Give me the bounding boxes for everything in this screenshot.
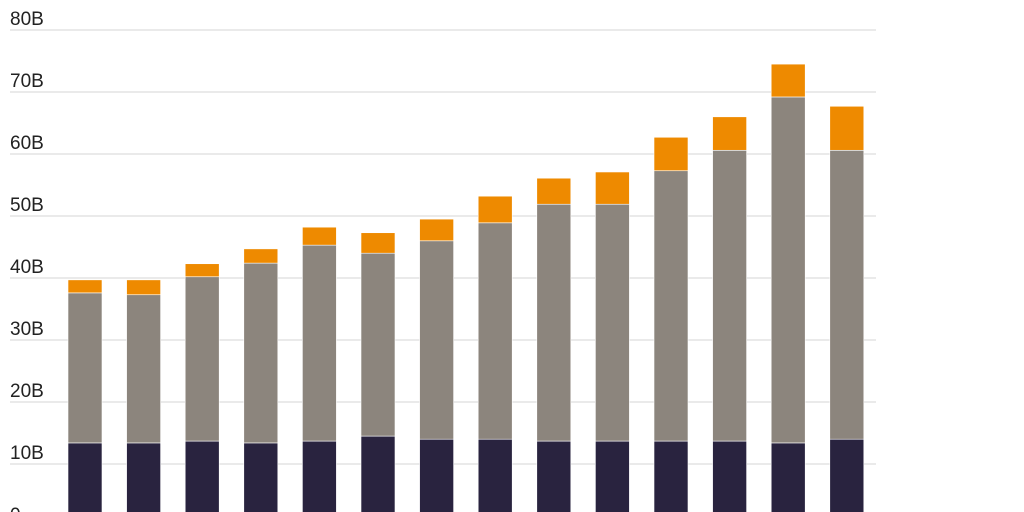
bar-segment-1 (67, 442, 103, 512)
bar-segment-2 (653, 170, 689, 442)
bar-segment-2 (67, 292, 103, 444)
bar-segment-2 (536, 203, 572, 442)
bar-segment-1 (477, 438, 513, 512)
bar-segment-1 (302, 440, 337, 512)
bar-segment-3 (67, 279, 103, 294)
bar-segment-1 (536, 440, 572, 512)
bar-segment-2 (477, 222, 513, 440)
y-tick-label: 20B (10, 381, 44, 402)
y-tick-label: 60B (10, 133, 44, 154)
bar-segment-3 (302, 226, 337, 246)
y-tick-label: 10B (10, 443, 44, 464)
bar-segment-1 (243, 442, 279, 512)
bar-segment-3 (829, 105, 865, 151)
bar-segment-2 (243, 262, 279, 444)
y-tick-label: 30B (10, 319, 44, 340)
y-tick-label: 80B (10, 9, 44, 30)
bar-segment-1 (126, 442, 161, 512)
y-tick-label: 0 (10, 505, 21, 512)
bar-segment-3 (712, 116, 747, 151)
bar-segment-2 (419, 240, 454, 440)
bar-segment-3 (126, 279, 161, 296)
bar-segment-1 (184, 440, 220, 512)
bar-segment-1 (829, 438, 865, 512)
bar-segment-3 (184, 263, 220, 278)
bar-segment-3 (477, 195, 513, 224)
bar-segment-3 (770, 63, 806, 98)
bar-segment-3 (595, 171, 630, 205)
bar-segment-1 (770, 442, 806, 512)
bar-segment-2 (829, 149, 865, 440)
bar-segment-1 (419, 438, 454, 512)
bar-segment-1 (360, 435, 396, 512)
bar-segment-2 (360, 252, 396, 437)
y-tick-label: 40B (10, 257, 44, 278)
bar-segment-3 (419, 218, 454, 242)
bar-segment-2 (595, 203, 630, 442)
bar-segment-3 (653, 136, 689, 172)
bar-segment-1 (712, 440, 747, 512)
bar-segment-2 (184, 276, 220, 442)
bar-segment-3 (243, 248, 279, 264)
bar-segment-1 (653, 440, 689, 512)
bar-segment-2 (302, 244, 337, 442)
bar-segment-2 (770, 96, 806, 444)
bar-segment-2 (712, 149, 747, 442)
bar-segment-1 (595, 440, 630, 512)
bar-segment-3 (536, 177, 572, 205)
bar-segment-3 (360, 232, 396, 254)
y-tick-label: 70B (10, 71, 44, 92)
bar-segment-2 (126, 294, 161, 444)
y-tick-label: 50B (10, 195, 44, 216)
